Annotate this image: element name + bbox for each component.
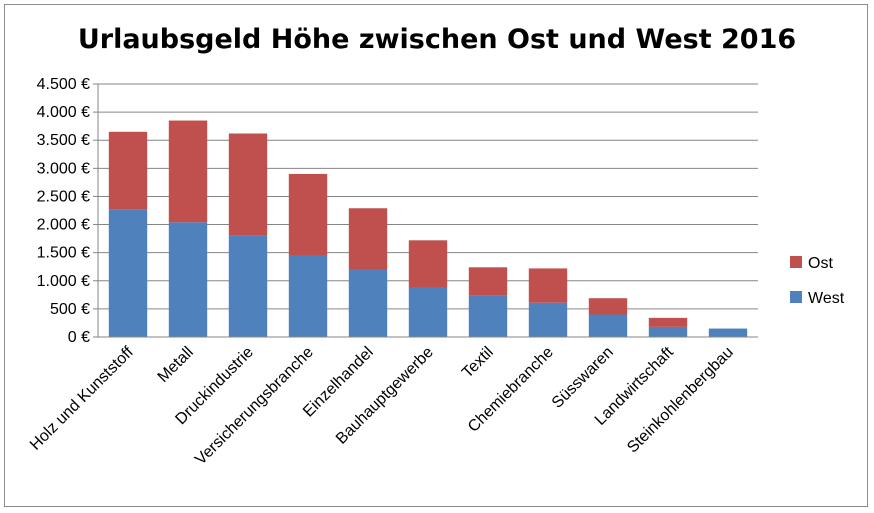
bar-west [288, 255, 328, 337]
bar-west [468, 295, 508, 337]
y-tick-label: 500 € [50, 301, 90, 318]
bar-west [648, 326, 688, 337]
y-tick-label: 3.500 € [37, 132, 90, 149]
bar-west [168, 222, 208, 337]
x-category-label: Textil [459, 344, 497, 382]
bar-west [228, 235, 268, 337]
bar-ost [228, 133, 268, 236]
x-axis-labels: Holz und Kunststoff MetallDruckindustrieV… [27, 343, 737, 468]
bar-west [408, 287, 448, 337]
bar-ost [288, 173, 328, 256]
bar-west [528, 302, 568, 337]
y-tick-label: 2.500 € [37, 188, 90, 205]
bar-west [108, 209, 148, 337]
bars [98, 120, 758, 338]
y-tick-label: 4.000 € [37, 104, 90, 121]
bar-ost [168, 120, 208, 223]
bar-west [588, 314, 628, 337]
chart-title: Urlaubsgeld Höhe zwischen Ost und West 2… [78, 24, 796, 55]
bar-ost [528, 268, 568, 303]
x-category-label: Metall [155, 344, 197, 386]
bar-ost [348, 208, 388, 270]
bar-ost [108, 131, 148, 210]
y-tick-label: 1.000 € [37, 273, 90, 290]
legend: Ost West [790, 255, 845, 307]
bar-west [348, 269, 388, 337]
x-category-label: Holz und Kunststoff [27, 343, 137, 453]
y-tick-label: 0 € [68, 329, 90, 346]
y-axis-ticks: 0 € 500 € 1.000 € 1.500 € 2.000 € 2.500 € 3.00… [37, 76, 98, 346]
y-tick-label: 4.500 € [37, 76, 90, 93]
bar-ost [648, 317, 688, 327]
legend-label-west: West [808, 290, 845, 307]
bar-ost [588, 298, 628, 315]
bar-west [708, 328, 748, 337]
legend-swatch-ost [790, 256, 802, 268]
bar-ost [468, 267, 508, 296]
y-tick-label: 3.000 € [37, 160, 90, 177]
legend-swatch-west [790, 291, 802, 303]
x-category-label: Versicherungsbranche [192, 344, 317, 469]
y-tick-label: 1.500 € [37, 245, 90, 262]
y-tick-label: 2.000 € [37, 217, 90, 234]
bar-ost [408, 240, 448, 288]
x-category-label: Steinkohlenbergbau [624, 344, 737, 457]
legend-label-ost: Ost [808, 255, 833, 272]
